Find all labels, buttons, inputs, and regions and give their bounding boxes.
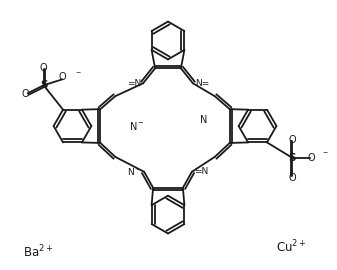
Text: Cu$^{2+}$: Cu$^{2+}$	[276, 239, 307, 256]
Text: O: O	[307, 153, 315, 163]
Text: O: O	[22, 89, 30, 99]
Text: O: O	[59, 72, 66, 82]
Text: $^-$: $^-$	[321, 148, 329, 157]
Text: O: O	[288, 173, 296, 183]
Text: N: N	[200, 115, 208, 125]
Text: =N: =N	[194, 167, 208, 176]
Text: S: S	[40, 80, 48, 90]
Text: N=: N=	[195, 79, 209, 88]
Text: $^-$: $^-$	[74, 69, 83, 78]
Text: N$^-$: N$^-$	[129, 120, 145, 132]
Text: N$^-$: N$^-$	[127, 166, 142, 177]
Text: S: S	[288, 153, 296, 163]
Text: O: O	[40, 63, 48, 73]
Text: O: O	[288, 135, 296, 145]
Text: Ba$^{2+}$: Ba$^{2+}$	[23, 244, 53, 261]
Text: =N: =N	[127, 79, 141, 88]
